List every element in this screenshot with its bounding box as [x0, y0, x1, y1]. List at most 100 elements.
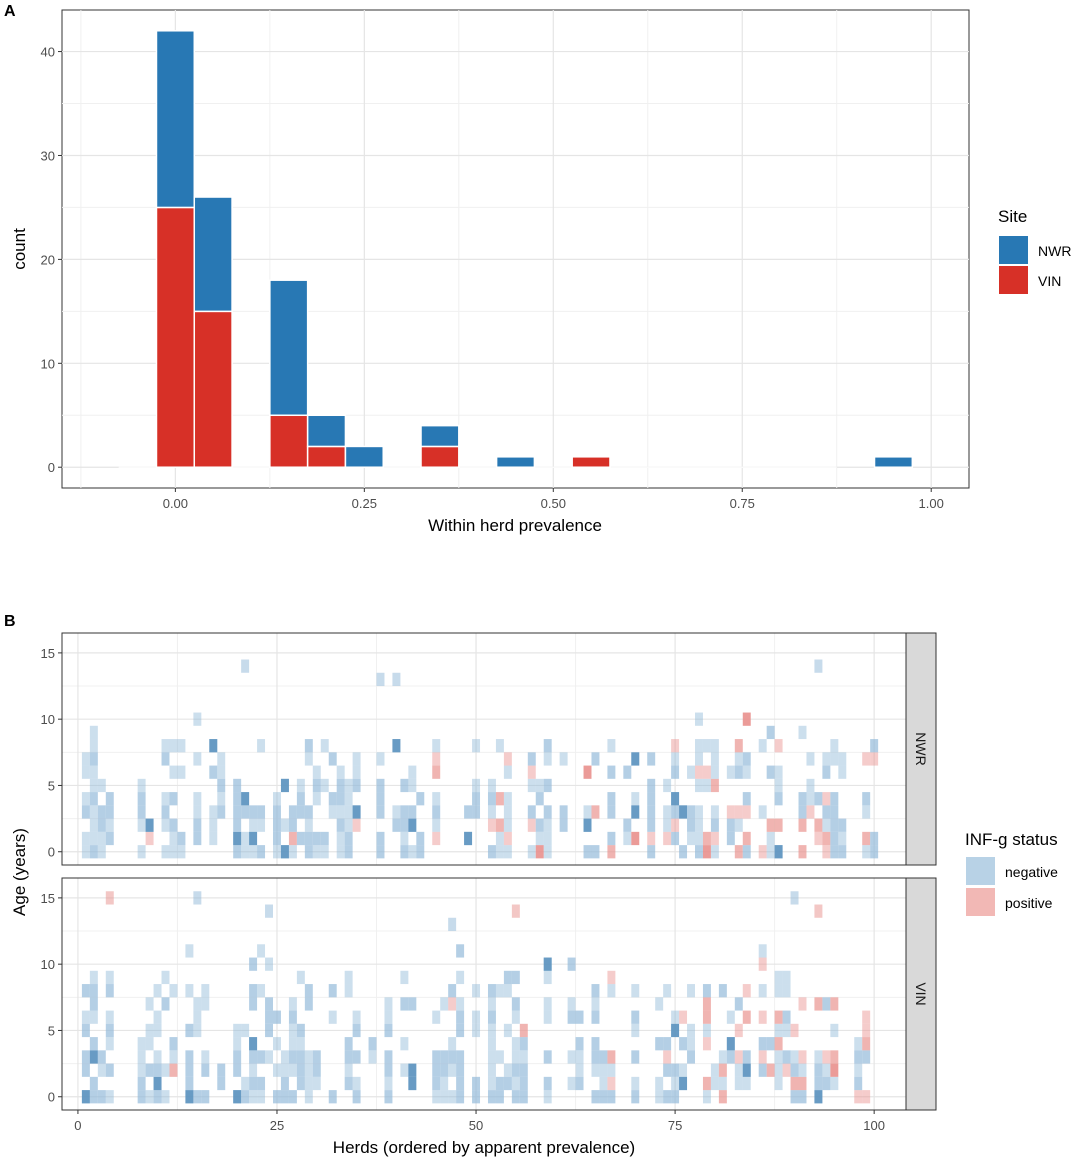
- tile-positive: [702, 1010, 711, 1024]
- tile-negative: [137, 1063, 146, 1077]
- tile-negative: [599, 1076, 608, 1091]
- y-tick-label: 10: [41, 356, 55, 371]
- tile-negative: [177, 739, 186, 753]
- bar-nwr: [155, 30, 196, 209]
- tile-positive: [822, 831, 831, 846]
- tile-negative: [607, 984, 616, 998]
- tile-negative: [710, 805, 719, 819]
- tile-negative: [742, 752, 751, 766]
- bar-vin: [571, 456, 611, 468]
- tile-negative: [511, 1063, 520, 1077]
- tile-negative: [384, 1010, 393, 1024]
- tile-negative: [416, 831, 425, 846]
- tile-positive: [814, 831, 823, 846]
- tile-overlap: [145, 818, 154, 832]
- tile-negative: [631, 1076, 640, 1091]
- tile-negative: [400, 818, 409, 832]
- tile-negative: [161, 792, 170, 806]
- tile-negative: [288, 1063, 297, 1077]
- tile-positive: [798, 1050, 807, 1064]
- tile-negative: [416, 845, 425, 859]
- legend-infg-title: INF-g status: [965, 830, 1058, 849]
- tile-negative: [432, 1063, 441, 1077]
- tile-negative: [233, 1050, 242, 1064]
- tile-positive: [718, 1063, 727, 1077]
- tile-negative: [288, 1050, 297, 1064]
- tile-positive: [862, 831, 871, 846]
- tile-positive: [734, 805, 743, 819]
- tile-negative: [798, 1090, 807, 1104]
- tile-positive: [607, 1076, 616, 1091]
- tile-negative: [89, 1037, 98, 1051]
- tile-negative: [328, 1090, 337, 1104]
- tile-negative: [273, 1063, 281, 1077]
- tile-negative: [296, 778, 305, 793]
- tile-negative: [766, 725, 775, 740]
- tile-negative: [81, 831, 90, 846]
- tile-negative: [782, 1050, 791, 1064]
- tile-negative: [472, 1090, 481, 1104]
- tile-negative: [695, 752, 703, 766]
- tile-negative: [97, 1063, 106, 1077]
- tile-negative: [233, 1037, 242, 1051]
- facet-strip-label-vin: VIN: [913, 982, 929, 1005]
- panel-a-label: A: [4, 3, 16, 20]
- tile-negative: [758, 1063, 767, 1077]
- y-tick-label: 0: [48, 1090, 55, 1105]
- tile-negative: [241, 845, 250, 859]
- tile-positive: [862, 1037, 871, 1051]
- tile-negative: [671, 752, 680, 766]
- tile-negative: [288, 1023, 297, 1038]
- tile-positive: [527, 765, 536, 779]
- tile-negative: [408, 765, 417, 779]
- tile-negative: [137, 1037, 146, 1051]
- tile-negative: [774, 1023, 783, 1038]
- tile-negative: [448, 1037, 457, 1051]
- tile-negative: [384, 1063, 393, 1077]
- tile-negative: [519, 1037, 528, 1051]
- tile-negative: [631, 752, 640, 766]
- tile-negative: [304, 739, 313, 753]
- tile-negative: [288, 997, 297, 1011]
- tile-negative: [249, 984, 258, 998]
- tile-negative: [822, 765, 831, 779]
- tile-negative: [543, 845, 552, 859]
- tile-negative: [97, 831, 106, 846]
- x-tick-label: 50: [469, 1118, 483, 1133]
- tile-negative: [543, 778, 552, 793]
- y-tick-label: 0: [48, 460, 55, 475]
- tile-negative: [440, 997, 449, 1011]
- tile-negative: [161, 1090, 170, 1104]
- panel-b-heatmap: NWR VIN 0 25 50 75 100 0 5 10 15 0 5 10 15 Herds (o…: [10, 632, 1058, 1157]
- tile-negative: [336, 778, 345, 793]
- tile-negative: [734, 765, 743, 779]
- tile-negative: [193, 805, 202, 819]
- bar-nwr: [495, 456, 536, 468]
- tile-negative: [838, 765, 847, 779]
- tile-negative: [97, 778, 106, 793]
- tile-negative: [583, 845, 592, 859]
- tile-negative: [854, 1063, 863, 1077]
- tile-negative: [209, 805, 218, 819]
- tile-negative: [233, 831, 242, 846]
- tile-negative: [870, 739, 879, 753]
- tile-negative: [296, 831, 305, 846]
- tile-positive: [726, 805, 735, 819]
- tile-negative: [495, 1090, 504, 1104]
- tile-negative: [798, 792, 807, 806]
- legend-label-negative: negative: [1005, 864, 1058, 880]
- tile-positive: [774, 739, 783, 753]
- tile-negative: [304, 1063, 313, 1077]
- tile-negative: [233, 778, 242, 793]
- tile-negative: [344, 1076, 353, 1091]
- tile-negative: [710, 765, 719, 779]
- tile-negative: [679, 1076, 688, 1091]
- tile-negative: [97, 1090, 106, 1104]
- tile-positive: [870, 752, 879, 766]
- tile-negative: [89, 970, 98, 985]
- tile-negative: [543, 831, 552, 846]
- tile-negative: [185, 984, 194, 998]
- x-tick-label: 0.50: [541, 496, 566, 511]
- tile-negative: [814, 1063, 823, 1077]
- tile-negative: [527, 845, 536, 859]
